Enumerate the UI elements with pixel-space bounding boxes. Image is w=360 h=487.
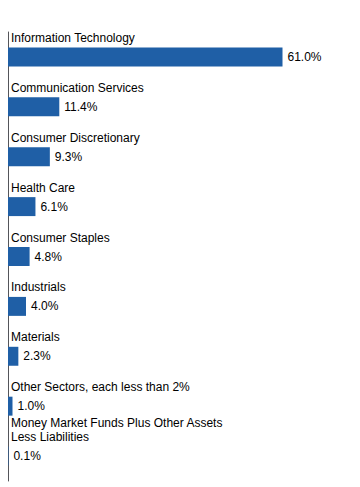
svg-text:Consumer Discretionary: Consumer Discretionary xyxy=(11,131,140,145)
svg-text:4.8%: 4.8% xyxy=(35,250,63,264)
svg-text:Communication Services: Communication Services xyxy=(11,81,144,95)
svg-text:Health Care: Health Care xyxy=(11,181,75,195)
svg-text:1.0%: 1.0% xyxy=(18,399,46,413)
svg-text:61.0%: 61.0% xyxy=(288,50,322,64)
svg-text:Industrials: Industrials xyxy=(11,280,66,294)
svg-text:Materials: Materials xyxy=(11,330,60,344)
svg-text:9.3%: 9.3% xyxy=(55,150,83,164)
svg-text:Money Market Funds Plus Other: Money Market Funds Plus Other Assets xyxy=(11,416,222,430)
svg-text:11.4%: 11.4% xyxy=(64,100,97,114)
svg-text:0.1%: 0.1% xyxy=(13,449,41,463)
svg-text:4.0%: 4.0% xyxy=(31,299,59,313)
svg-text:2.3%: 2.3% xyxy=(23,349,51,363)
svg-text:Information Technology: Information Technology xyxy=(11,31,135,45)
svg-text:Less Liabilities: Less Liabilities xyxy=(11,430,89,444)
svg-text:6.1%: 6.1% xyxy=(40,200,68,214)
svg-text:Other Sectors, each less than: Other Sectors, each less than 2% xyxy=(11,380,190,394)
svg-text:Consumer Staples: Consumer Staples xyxy=(11,231,110,245)
